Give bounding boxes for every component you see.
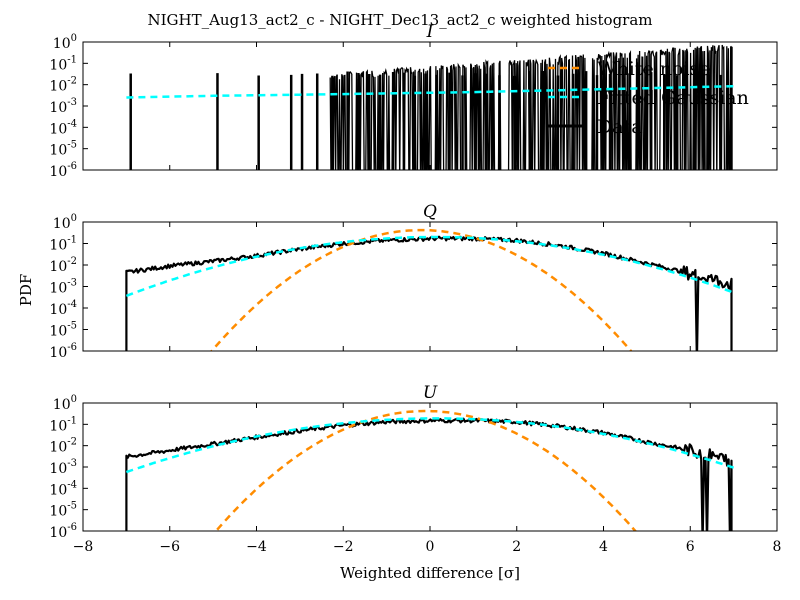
y-tick-label: 10-5 [49, 501, 77, 520]
y-tick-label: 10-2 [49, 256, 77, 275]
y-axis-label: PDF [17, 274, 35, 307]
data-band [329, 44, 732, 170]
plot-area [125, 409, 734, 531]
figure-title: NIGHT_Aug13_act2_c - NIGHT_Dec13_act2_c … [147, 11, 652, 29]
x-tick-label: 2 [512, 539, 521, 555]
y-tick-label: 10-3 [49, 458, 77, 477]
x-tick-label: −8 [73, 539, 94, 555]
legend: White noise Fitted Gaussian Data [548, 58, 749, 138]
y-tick-label: 10-2 [49, 437, 77, 456]
panel-q: Q 100 10-1 10-2 10-3 10-4 10-5 10-6 [49, 202, 778, 361]
panel-title-q: Q [423, 202, 437, 222]
plot-area [126, 44, 734, 170]
y-tick-label: 100 [53, 213, 77, 232]
y-tick-label: 10-3 [49, 278, 77, 297]
white-noise-curve-u [214, 409, 638, 531]
y-tick-label: 10-5 [49, 140, 77, 159]
x-tick-label: 6 [686, 539, 695, 555]
x-tick-label: 0 [426, 539, 435, 555]
x-tick-label: 8 [773, 539, 782, 555]
y-tick-label: 10-1 [49, 415, 77, 434]
panel-i: I 100 10-1 10-2 10-3 10-4 10-5 10-6 [49, 22, 778, 180]
y-tick-label: 10-6 [49, 522, 77, 541]
y-tick-label: 10-4 [49, 118, 77, 137]
white-noise-curve-q [210, 228, 633, 351]
y-tick-label: 10-4 [49, 479, 77, 498]
data-series-u [125, 417, 733, 531]
x-axis-label: Weighted difference [σ] [340, 564, 520, 582]
y-tick-label: 10-1 [49, 54, 77, 73]
panel-u: U 100 10-1 10-2 10-3 10-4 10-5 10-6−8 −6 −4 −2 0 2 4 6… [49, 383, 781, 555]
y-tick-label: 10-2 [49, 76, 77, 95]
data-series-q [125, 235, 733, 351]
legend-label: Fitted Gaussian [597, 87, 749, 109]
data-series-i [129, 44, 733, 170]
y-tick-label: 10-6 [49, 342, 77, 361]
fitted-gaussian-curve-i [126, 84, 734, 99]
panel-title-u: U [423, 383, 438, 403]
x-tick-label: −2 [333, 539, 354, 555]
legend-label: White noise [597, 58, 711, 80]
legend-label: Data [597, 116, 643, 138]
y-tick-label: 10-1 [49, 235, 77, 254]
x-tick-label: 4 [599, 539, 608, 555]
y-tick-label: 10-6 [49, 161, 77, 180]
y-tick-label: 10-5 [49, 321, 77, 340]
y-tick-label: 100 [53, 394, 77, 413]
plot-area [125, 228, 735, 351]
y-tick-label: 100 [53, 33, 77, 52]
x-tick-label: −6 [159, 539, 180, 555]
x-tick-label: −4 [246, 539, 267, 555]
y-tick-label: 10-4 [49, 299, 77, 318]
y-tick-label: 10-3 [49, 97, 77, 116]
panel-title-i: I [426, 22, 434, 42]
